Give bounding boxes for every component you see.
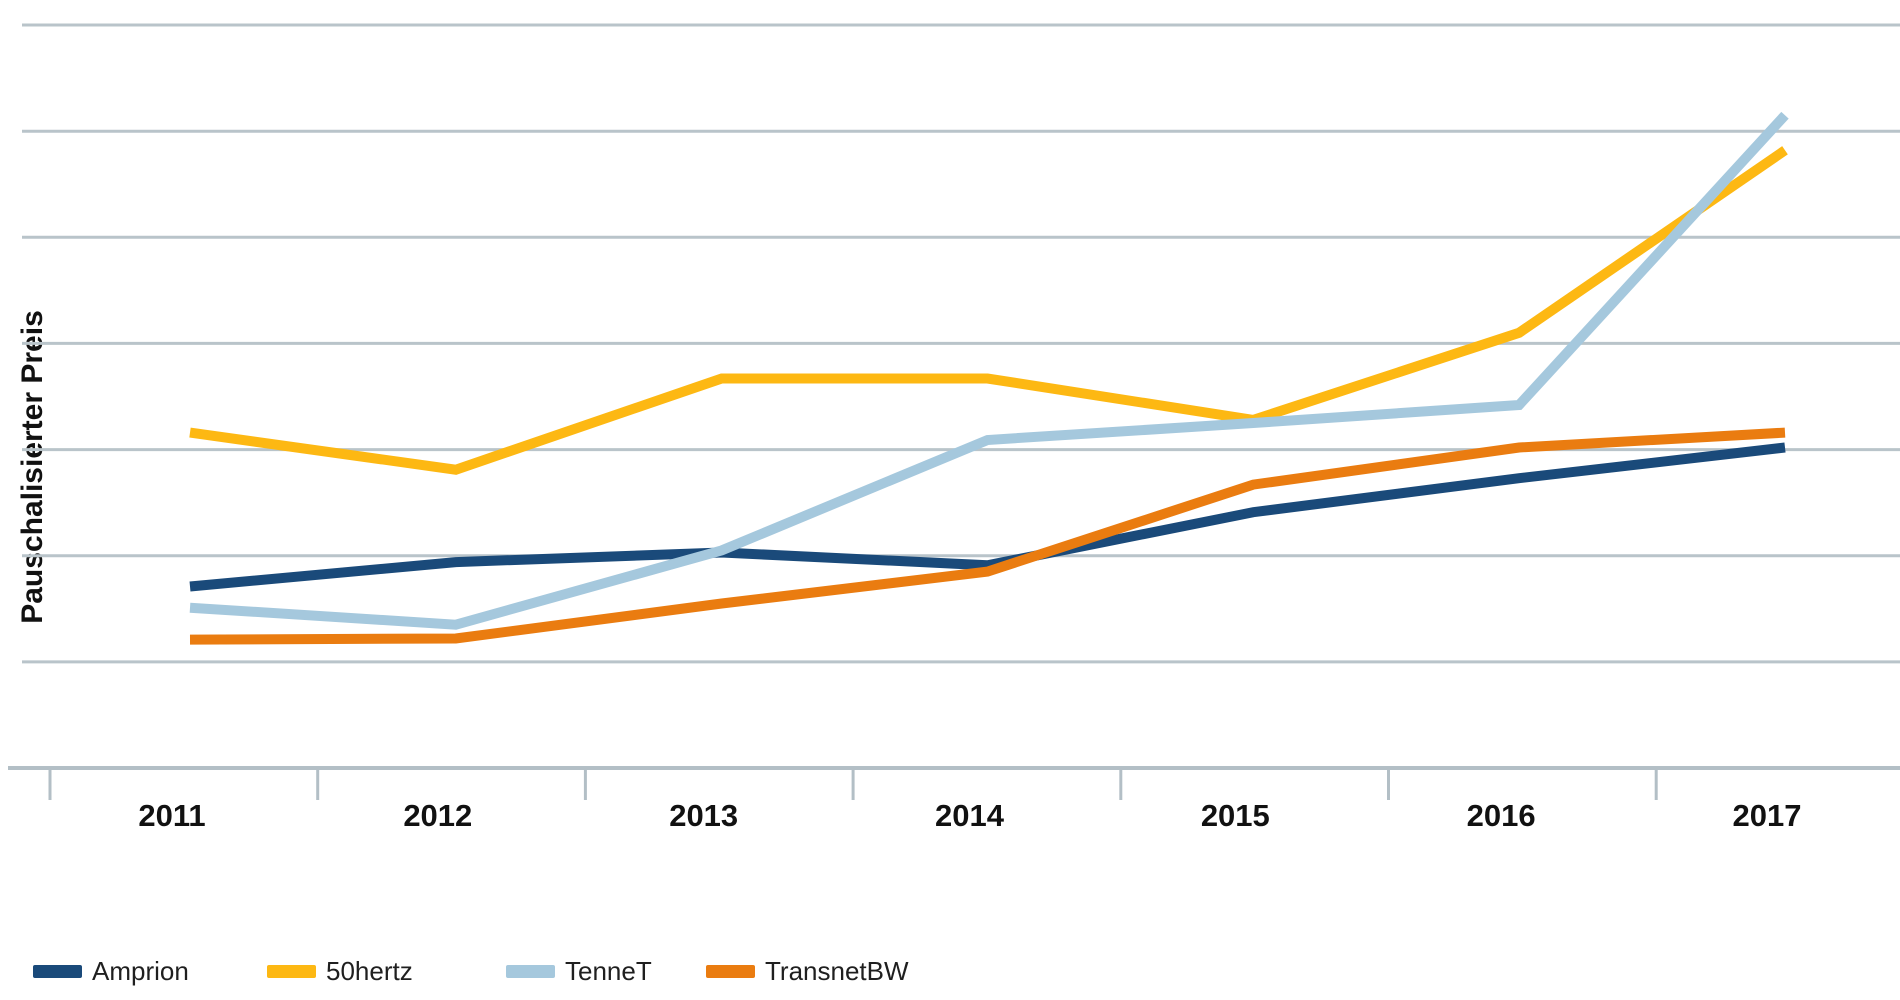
series-line-tennet — [189, 111, 1789, 630]
x-tick-label-2017: 2017 — [1733, 798, 1802, 833]
series-line-amprion — [189, 442, 1786, 592]
series-line-transnetbw — [189, 427, 1786, 645]
series-line-50hertz — [189, 146, 1788, 475]
x-tick-label-2016: 2016 — [1467, 798, 1536, 833]
x-tick-label-2013: 2013 — [669, 798, 738, 833]
x-tick-label-2012: 2012 — [403, 798, 472, 833]
x-tick-label-2011: 2011 — [138, 798, 205, 833]
x-tick-label-2014: 2014 — [935, 798, 1005, 833]
x-tick-label-2015: 2015 — [1201, 798, 1270, 833]
